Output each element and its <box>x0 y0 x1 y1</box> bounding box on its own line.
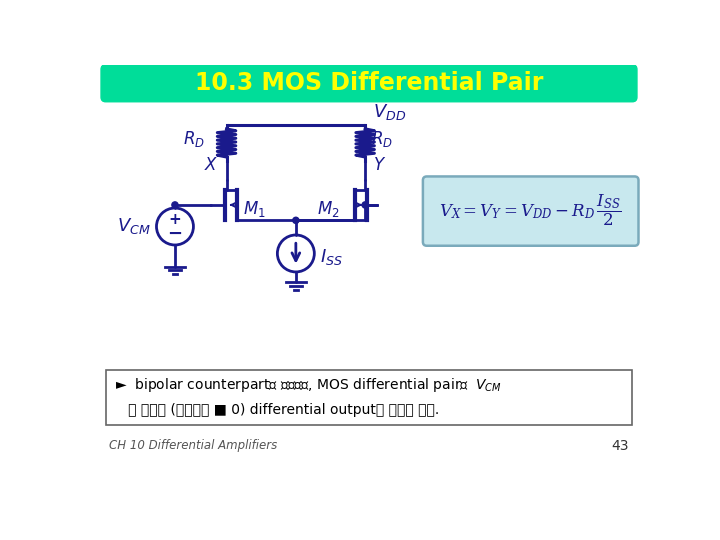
Text: $I_{SS}$: $I_{SS}$ <box>320 247 343 267</box>
Text: $V_{CM}$: $V_{CM}$ <box>117 217 150 237</box>
FancyBboxPatch shape <box>423 177 639 246</box>
Text: 이 변해도 (자동입력 ■ 0) differential output은 변하지 않음.: 이 변해도 (자동입력 ■ 0) differential output은 변하… <box>115 403 439 417</box>
Circle shape <box>172 202 178 208</box>
Text: $X$: $X$ <box>204 156 219 174</box>
Text: $R_D$: $R_D$ <box>183 129 205 149</box>
Text: $Y$: $Y$ <box>373 156 386 174</box>
Circle shape <box>293 217 299 224</box>
Text: $M_1$: $M_1$ <box>243 199 266 219</box>
Circle shape <box>362 202 368 208</box>
Text: ►  bipolar counterpart와 비슷하게, MOS differential pair는  $V_{CM}$: ► bipolar counterpart와 비슷하게, MOS differe… <box>115 376 502 394</box>
FancyBboxPatch shape <box>106 370 632 425</box>
Text: +: + <box>168 212 181 227</box>
Text: $R_D$: $R_D$ <box>372 129 393 149</box>
Text: $M_2$: $M_2$ <box>317 199 339 219</box>
Text: −: − <box>167 225 183 243</box>
Text: $V_X = V_Y = V_{DD} - R_D\,\dfrac{I_{SS}}{2}$: $V_X = V_Y = V_{DD} - R_D\,\dfrac{I_{SS}… <box>439 192 622 227</box>
Text: $V_{DD}$: $V_{DD}$ <box>373 102 406 122</box>
Text: CH 10 Differential Amplifiers: CH 10 Differential Amplifiers <box>109 440 277 453</box>
Text: 10.3 MOS Differential Pair: 10.3 MOS Differential Pair <box>195 71 543 95</box>
FancyBboxPatch shape <box>101 65 637 102</box>
Text: 43: 43 <box>612 439 629 453</box>
